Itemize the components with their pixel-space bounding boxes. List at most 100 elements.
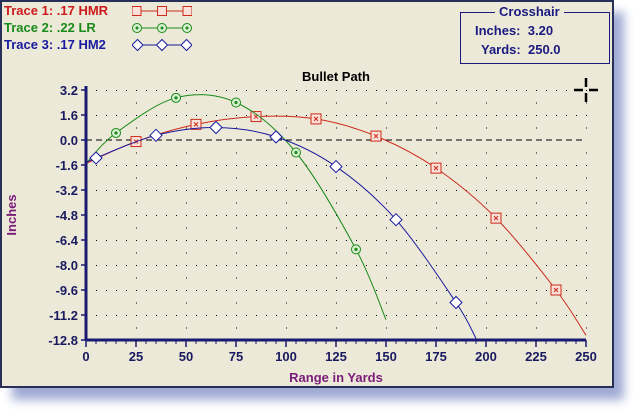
grid-dot — [356, 190, 357, 191]
grid-dot — [236, 215, 237, 216]
grid-dot — [286, 327, 287, 329]
grid-dot — [126, 190, 127, 191]
grid-dot — [456, 90, 457, 91]
grid-dot — [106, 215, 107, 216]
grid-dot — [336, 177, 337, 179]
marker-x — [433, 165, 439, 171]
grid-dot — [486, 102, 487, 104]
grid-dot — [526, 240, 527, 241]
grid-dot — [536, 102, 537, 104]
grid-dot — [386, 290, 387, 291]
grid-dot — [586, 327, 587, 329]
grid-dot — [236, 115, 237, 116]
grid-dot — [436, 215, 437, 216]
grid-dot — [236, 177, 237, 179]
grid-dot — [396, 240, 397, 241]
grid-dot — [506, 240, 507, 241]
diamond-marker-icon — [132, 38, 192, 51]
grid-dot — [386, 240, 387, 241]
diamond-marker — [389, 212, 403, 227]
grid-dot — [546, 215, 547, 216]
grid-dot — [496, 315, 497, 316]
grid-dot — [126, 90, 127, 91]
grid-dot — [296, 290, 297, 291]
grid-dot — [286, 302, 287, 304]
grid-dot — [266, 190, 267, 191]
grid-dot — [556, 165, 557, 166]
grid-dot — [246, 165, 247, 166]
grid-dot — [446, 190, 447, 191]
grid-dot — [566, 90, 567, 91]
grid-dot — [186, 252, 187, 254]
grid-dot — [156, 265, 157, 266]
grid-dot — [126, 115, 127, 116]
legend-item-trace-2[interactable]: Trace 2: .22 LR — [4, 19, 192, 36]
grid-dot — [236, 315, 237, 316]
grid-dot — [236, 252, 237, 254]
grid-dot — [116, 90, 117, 91]
crosshair-readout: Crosshair Inches: 3.20 Yards: 250.0 — [460, 4, 610, 64]
grid-dot — [286, 265, 287, 266]
grid-dot — [156, 240, 157, 241]
series-line-3 — [85, 126, 477, 339]
grid-dot — [286, 190, 287, 191]
grid-dot — [586, 127, 587, 129]
grid-dot — [256, 90, 257, 91]
grid-dot — [586, 302, 587, 304]
grid-dot — [376, 265, 377, 266]
grid-dot — [336, 227, 337, 229]
grid-dot — [96, 290, 97, 291]
grid-dot — [366, 215, 367, 216]
grid-dot — [96, 115, 97, 116]
grid-dot — [146, 215, 147, 216]
grid-dot — [386, 202, 387, 204]
grid-dot — [436, 302, 437, 304]
grid-dot — [426, 240, 427, 241]
grid-dot — [236, 165, 237, 166]
grid-dot — [236, 127, 237, 129]
grid-dot — [436, 227, 437, 229]
grid-dot — [446, 290, 447, 291]
grid-dot — [466, 90, 467, 91]
grid-dot — [516, 215, 517, 216]
grid-dot — [586, 202, 587, 204]
grid-dot — [586, 115, 587, 116]
grid-dot — [406, 190, 407, 191]
grid-dot — [386, 265, 387, 266]
grid-dot — [456, 115, 457, 116]
crosshair-icon[interactable] — [574, 78, 598, 102]
legend-item-trace-3[interactable]: Trace 3: .17 HM2 — [4, 36, 192, 53]
grid-dot — [496, 290, 497, 291]
grid-dot — [156, 165, 157, 166]
grid-dot — [206, 165, 207, 166]
grid-dot — [346, 240, 347, 241]
grid-dot — [346, 115, 347, 116]
grid-dot — [576, 165, 577, 166]
grid-dot — [386, 315, 387, 316]
grid-dot — [566, 290, 567, 291]
grid-dot — [186, 202, 187, 204]
grid-dot — [426, 90, 427, 91]
grid-dot — [336, 190, 337, 191]
grid-dot — [476, 240, 477, 241]
grid-dot — [436, 252, 437, 254]
grid-dot — [376, 215, 377, 216]
grid-dot — [266, 290, 267, 291]
grid-dot — [466, 265, 467, 266]
legend-item-trace-1[interactable]: Trace 1: .17 HMR — [4, 2, 192, 19]
grid-dot — [396, 315, 397, 316]
grid-dot — [586, 240, 587, 241]
grid-dot — [126, 215, 127, 216]
grid-dot — [446, 215, 447, 216]
grid-dot — [126, 165, 127, 166]
grid-dot — [136, 177, 137, 179]
grid-dot — [246, 215, 247, 216]
grid-dot — [336, 240, 337, 241]
y-tick-label: -1.6 — [56, 158, 78, 173]
grid-dot — [456, 265, 457, 266]
grid-dot — [566, 115, 567, 116]
grid-dot — [276, 215, 277, 216]
grid-dot — [106, 265, 107, 266]
grid-dot — [416, 290, 417, 291]
